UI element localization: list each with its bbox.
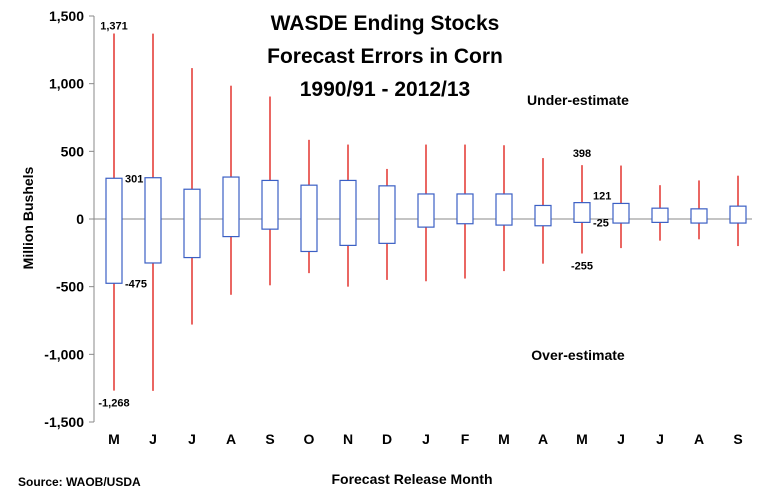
chart-title-line-1: WASDE Ending Stocks [271,12,500,35]
box-rect [105,177,123,284]
box-rect [339,179,357,246]
x-tick-label: S [265,431,274,447]
x-tick-label: A [538,431,548,447]
x-tick-label: O [304,431,315,447]
x-tick-label: D [382,431,392,447]
x-tick-label: J [422,431,430,447]
box-item [261,96,279,286]
value-label: -475 [125,278,147,290]
box-rect [261,179,279,230]
value-label: 121 [593,191,611,203]
box-rect [495,193,513,226]
x-tick-label: J [656,431,664,447]
box-item [144,33,162,391]
value-label: 398 [573,148,591,160]
box-item [573,165,591,254]
chart-title-line-3: 1990/91 - 2012/13 [300,78,470,101]
box-series [105,33,747,391]
value-annotations: 1,371 301 -475 -1,268 398 121 -25 -255 [98,20,611,409]
x-tick-label: A [226,431,236,447]
x-tick-label: M [108,431,120,447]
y-axis-label: Million Bushels [20,166,36,269]
box-item [222,85,240,295]
chart-title-line-2: Forecast Errors in Corn [267,45,503,68]
box-rect [456,193,474,225]
box-item [651,185,669,241]
box-rect [300,184,318,253]
under-estimate-label: Under-estimate [527,92,629,108]
x-tick-label: N [343,431,353,447]
box-item [105,33,123,391]
source-note: Source: WAOB/USDA [18,475,141,489]
value-label: 301 [125,173,143,185]
x-tick-label: F [461,431,470,447]
box-item [378,168,396,280]
value-label: 1,371 [100,20,128,32]
over-estimate-label: Over-estimate [531,347,625,363]
x-tick-label: S [733,431,742,447]
box-rect [378,185,396,244]
chart-title: WASDE Ending Stocks Forecast Errors in C… [267,12,503,101]
box-item [495,145,513,272]
box-rect [534,204,552,227]
box-rect [417,193,435,228]
box-item [183,68,201,325]
x-axis-label: Forecast Release Month [331,471,492,487]
y-tick-label: 500 [61,143,85,159]
value-label: -255 [571,261,593,273]
x-tick-label: J [617,431,625,447]
x-tick-label: J [149,431,157,447]
y-tick-label: -500 [56,279,84,295]
box-item [690,180,708,240]
box-rect [690,208,708,224]
x-tick-label: M [498,431,510,447]
y-tick-label: -1,500 [44,414,84,430]
x-tick-label: A [694,431,704,447]
box-rect [573,202,591,223]
box-item [456,144,474,279]
box-rect [183,188,201,259]
x-tick-label: J [188,431,196,447]
box-item [534,158,552,264]
y-axis-ticks: 1,500 1,000 500 0 -500 -1,000 -1,500 [44,8,94,430]
box-rect [729,205,747,224]
y-tick-label: 0 [76,211,84,227]
box-item [612,165,630,249]
box-rect [612,202,630,224]
y-tick-label: 1,000 [49,76,84,92]
box-item [339,144,357,287]
box-item [417,144,435,282]
box-item [729,175,747,247]
y-tick-label: 1,500 [49,8,84,24]
x-tick-label: M [576,431,588,447]
y-tick-label: -1,000 [44,346,84,362]
value-label: -25 [593,217,609,229]
box-item [300,139,318,274]
box-rect [222,176,240,238]
box-rect [651,207,669,223]
value-label: -1,268 [98,398,129,410]
box-rect [144,177,162,264]
